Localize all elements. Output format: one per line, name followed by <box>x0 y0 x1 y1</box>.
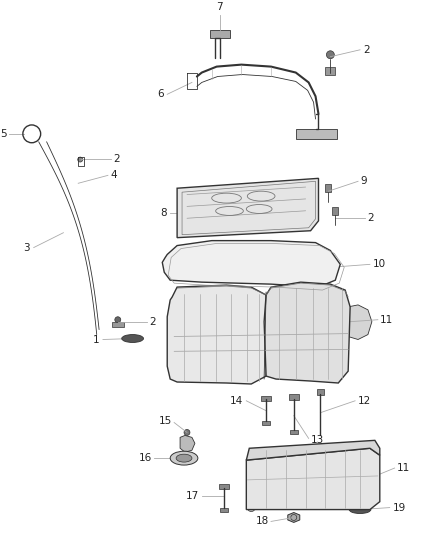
Text: 5: 5 <box>0 129 7 139</box>
Ellipse shape <box>349 506 371 513</box>
Text: 17: 17 <box>186 491 199 500</box>
Text: 4: 4 <box>111 171 117 180</box>
Polygon shape <box>348 305 372 340</box>
Polygon shape <box>264 282 350 383</box>
Circle shape <box>247 504 255 512</box>
Text: 13: 13 <box>311 435 324 446</box>
Bar <box>262 421 270 424</box>
Polygon shape <box>177 179 318 238</box>
Text: 8: 8 <box>161 208 167 218</box>
Text: 10: 10 <box>373 260 386 269</box>
Bar <box>219 484 229 489</box>
Polygon shape <box>246 440 380 460</box>
Text: 2: 2 <box>149 317 156 327</box>
Text: 2: 2 <box>367 213 374 223</box>
Circle shape <box>247 458 255 466</box>
Polygon shape <box>246 448 380 510</box>
Text: 1: 1 <box>92 335 99 344</box>
Bar <box>325 67 336 75</box>
Bar <box>289 394 299 400</box>
Text: 2: 2 <box>363 45 370 55</box>
Text: 19: 19 <box>392 503 406 513</box>
Bar <box>332 207 338 215</box>
Polygon shape <box>167 285 271 384</box>
Bar <box>112 322 124 327</box>
Text: 12: 12 <box>358 396 371 406</box>
Circle shape <box>78 157 83 162</box>
Circle shape <box>366 451 374 459</box>
Circle shape <box>366 496 374 504</box>
Bar <box>210 30 230 38</box>
Circle shape <box>184 430 190 435</box>
Text: 9: 9 <box>360 176 367 187</box>
Ellipse shape <box>122 335 144 343</box>
Bar <box>317 389 325 395</box>
Text: 11: 11 <box>396 463 410 473</box>
Circle shape <box>326 51 334 59</box>
Polygon shape <box>180 435 195 452</box>
Text: 6: 6 <box>158 90 164 99</box>
Ellipse shape <box>170 451 198 465</box>
Bar <box>290 431 298 434</box>
Text: 18: 18 <box>256 516 269 527</box>
Polygon shape <box>288 513 300 522</box>
Bar <box>219 507 227 512</box>
Bar <box>325 184 332 192</box>
Text: 7: 7 <box>216 2 223 12</box>
Text: 15: 15 <box>159 416 172 425</box>
Circle shape <box>115 317 121 322</box>
Ellipse shape <box>176 454 192 462</box>
Polygon shape <box>162 240 340 287</box>
Text: 2: 2 <box>113 154 120 164</box>
Text: 11: 11 <box>380 314 393 325</box>
Text: 14: 14 <box>230 396 244 406</box>
Text: 16: 16 <box>139 453 152 463</box>
Text: 3: 3 <box>23 243 30 253</box>
Bar <box>261 396 271 401</box>
Bar <box>296 129 337 139</box>
